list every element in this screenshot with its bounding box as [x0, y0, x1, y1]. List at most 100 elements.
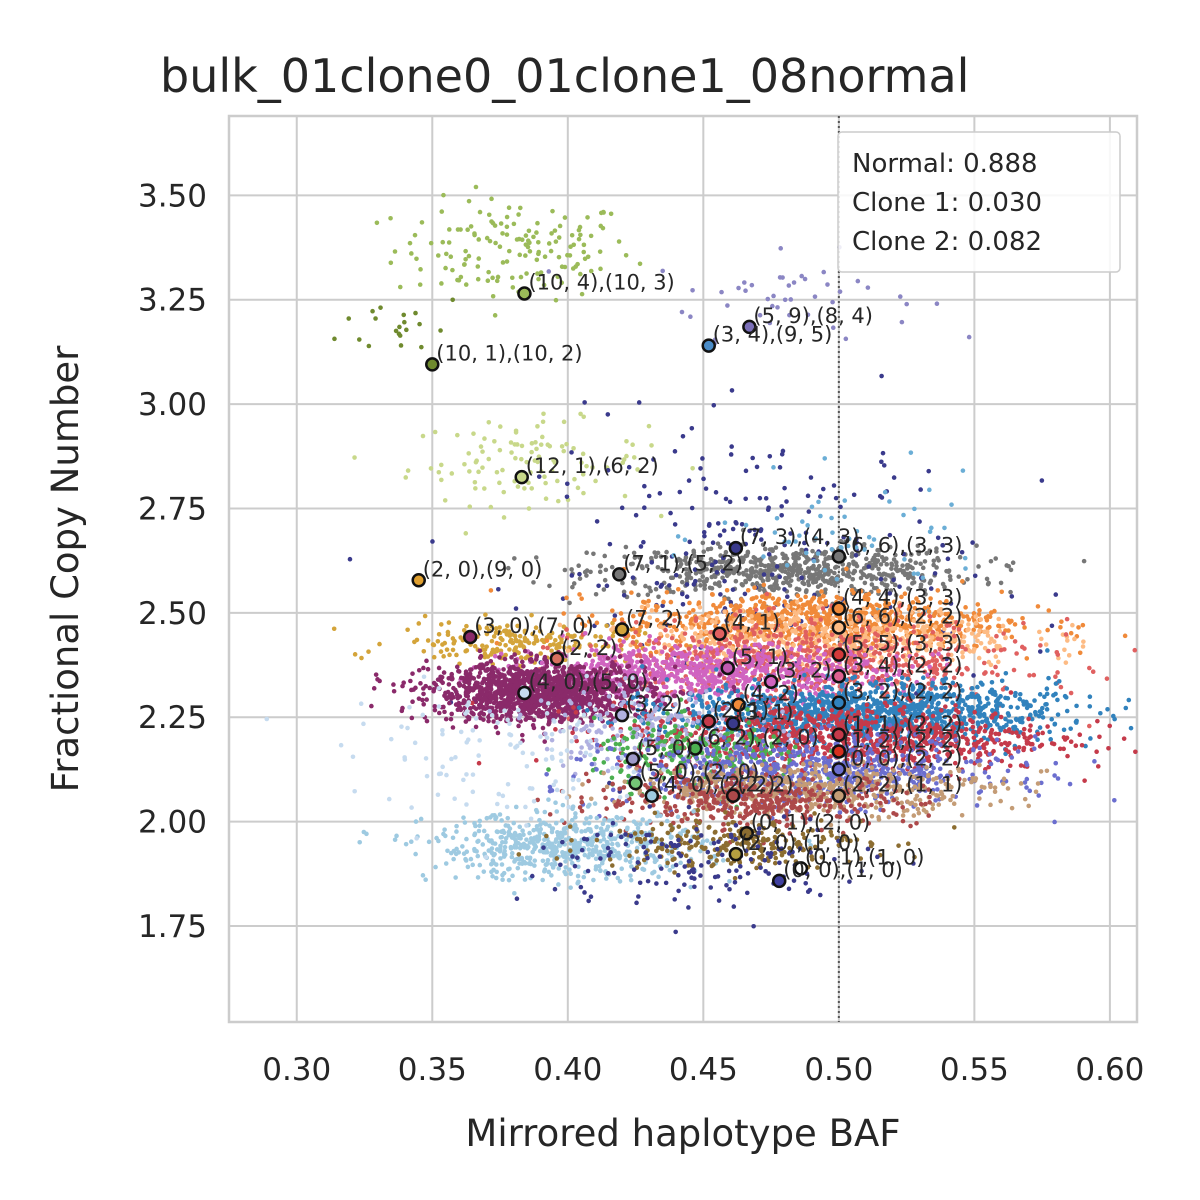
- data-point: [883, 577, 888, 582]
- data-point: [454, 689, 459, 695]
- data-point: [689, 625, 694, 630]
- data-point: [684, 594, 690, 600]
- data-point: [564, 494, 570, 500]
- data-point: [969, 631, 975, 636]
- data-point: [788, 531, 793, 536]
- data-point: [690, 287, 695, 293]
- data-point: [807, 572, 813, 577]
- data-point: [818, 513, 823, 519]
- data-point: [720, 575, 725, 581]
- data-point: [397, 284, 403, 290]
- data-point: [569, 567, 574, 572]
- data-point: [504, 232, 510, 237]
- data-point: [815, 648, 821, 653]
- data-point: [1104, 676, 1110, 681]
- data-point: [918, 582, 924, 588]
- data-point: [644, 563, 650, 569]
- data-point: [737, 678, 742, 684]
- data-point: [701, 654, 706, 659]
- data-point: [718, 679, 724, 684]
- data-point: [1059, 619, 1064, 624]
- data-point: [658, 554, 664, 559]
- data-point: [604, 623, 609, 629]
- data-point: [725, 570, 730, 575]
- data-point: [796, 636, 801, 641]
- data-point: [1058, 684, 1064, 690]
- data-point: [707, 640, 713, 646]
- data-point: [637, 261, 643, 267]
- data-point: [679, 579, 685, 585]
- data-point: [693, 587, 698, 592]
- data-point: [529, 449, 534, 455]
- data-point: [486, 456, 492, 462]
- data-point: [539, 434, 545, 440]
- data-point: [782, 599, 787, 604]
- data-point: [486, 420, 492, 425]
- data-point: [509, 450, 514, 455]
- data-point: [522, 486, 527, 491]
- data-point: [691, 638, 696, 643]
- data-point: [878, 562, 884, 567]
- data-point: [491, 719, 496, 724]
- data-point: [895, 568, 900, 574]
- data-point: [865, 285, 871, 290]
- data-point: [709, 568, 714, 573]
- data-point: [713, 490, 719, 495]
- data-point: [506, 205, 512, 211]
- data-point: [742, 280, 747, 285]
- data-point: [473, 184, 479, 190]
- data-point: [797, 625, 802, 631]
- data-point: [541, 411, 546, 417]
- data-point: [687, 560, 692, 566]
- data-point: [653, 554, 659, 559]
- data-point: [790, 628, 795, 634]
- data-point: [676, 650, 682, 656]
- data-point: [391, 688, 397, 694]
- data-point: [450, 267, 455, 273]
- data-point: [598, 563, 604, 569]
- data-point: [694, 559, 699, 565]
- data-point: [561, 419, 567, 425]
- data-point: [829, 581, 834, 587]
- data-point: [795, 593, 801, 599]
- data-point: [439, 477, 444, 483]
- data-point: [666, 583, 672, 588]
- data-point: [710, 664, 715, 670]
- data-point: [501, 515, 507, 520]
- data-point: [771, 556, 777, 561]
- data-point: [409, 715, 415, 721]
- data-point: [825, 638, 830, 644]
- data-point: [784, 594, 790, 599]
- data-point: [542, 474, 547, 480]
- data-point: [651, 657, 656, 663]
- data-point: [569, 450, 574, 455]
- data-point: [642, 483, 647, 489]
- data-point: [538, 469, 544, 474]
- data-point: [501, 667, 506, 672]
- data-point: [640, 599, 646, 605]
- data-point: [841, 534, 846, 540]
- data-point: [580, 451, 586, 457]
- data-point: [687, 539, 693, 545]
- data-point: [772, 601, 778, 606]
- data-point: [695, 663, 700, 669]
- data-point: [576, 236, 582, 242]
- data-point: [417, 282, 423, 287]
- data-point: [890, 572, 895, 577]
- data-point: [754, 595, 759, 600]
- data-point: [771, 587, 777, 593]
- data-point: [705, 546, 711, 552]
- data-point: [839, 578, 844, 583]
- data-point: [726, 650, 732, 655]
- data-point: [816, 605, 821, 610]
- data-point: [669, 658, 675, 664]
- data-point: [646, 598, 651, 604]
- data-point: [996, 616, 1002, 622]
- data-point: [994, 633, 999, 639]
- data-point: [405, 468, 411, 473]
- data-point: [529, 486, 535, 491]
- data-point: [704, 576, 710, 582]
- data-point: [404, 327, 409, 333]
- data-point: [660, 603, 665, 609]
- data-point: [761, 582, 767, 588]
